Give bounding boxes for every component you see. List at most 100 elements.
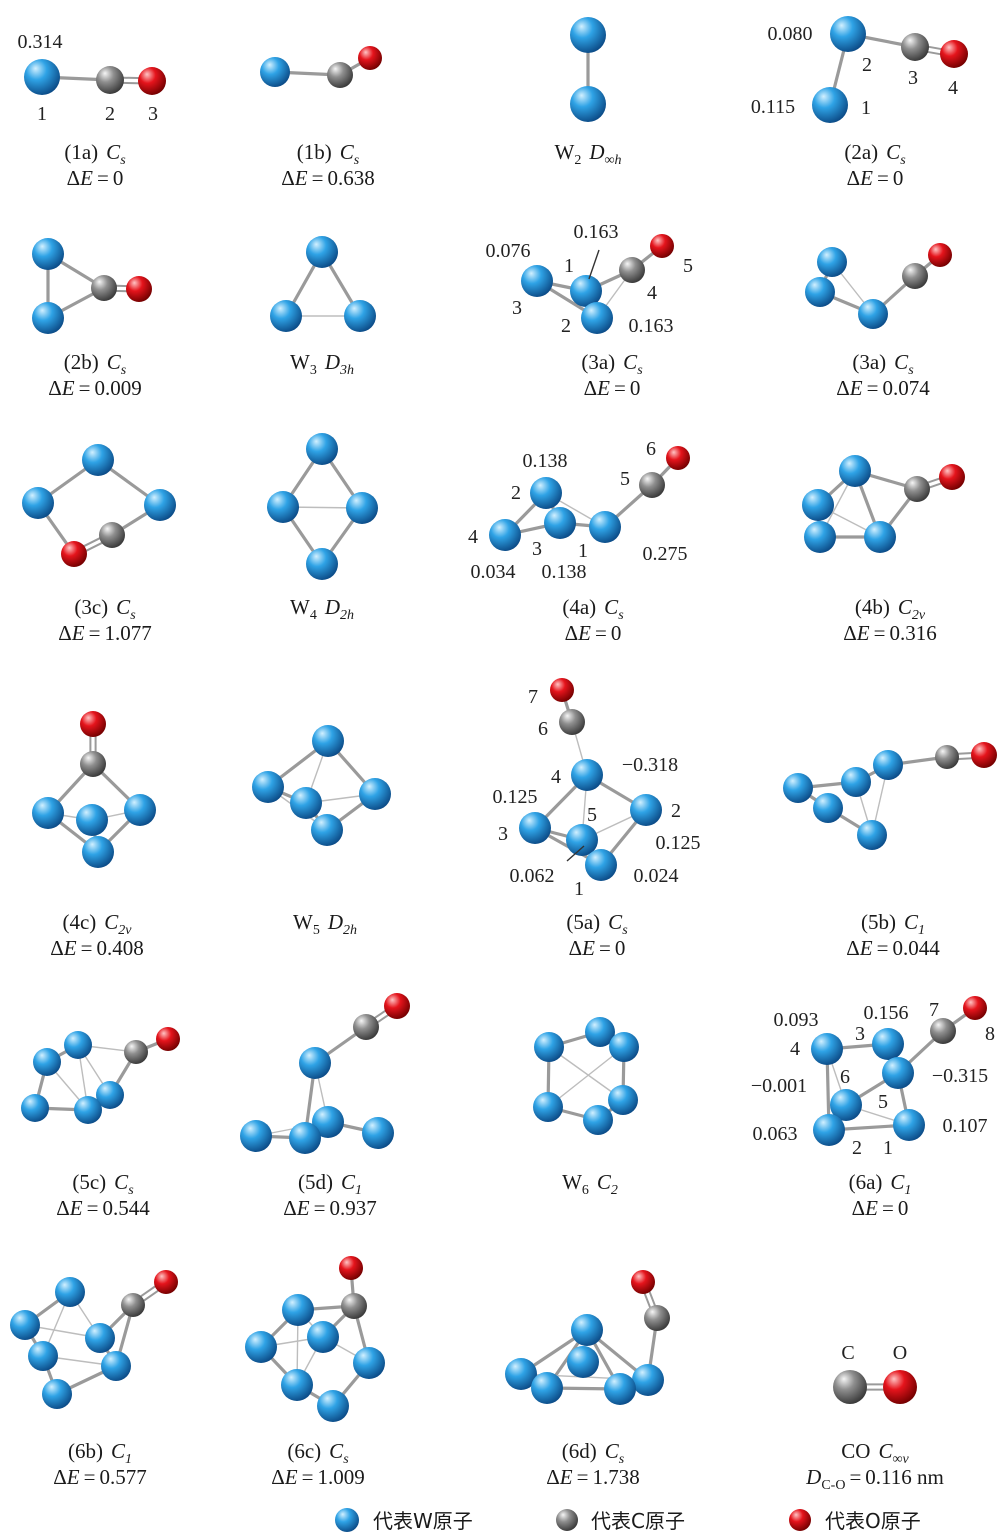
w-atom <box>282 1294 314 1326</box>
w-atom <box>74 1096 102 1124</box>
equals-sign: = <box>599 936 611 960</box>
point-group-subscript: s <box>343 1452 349 1467</box>
structure-id: (5b) <box>861 910 896 934</box>
delta-symbol: Δ <box>836 376 850 400</box>
equals-sign: = <box>312 166 324 190</box>
w-atom <box>519 812 551 844</box>
c-atom <box>80 751 106 777</box>
atom-index-label: 2 <box>561 315 571 337</box>
structure-caption: (5b) C1 <box>861 910 925 938</box>
w-atom <box>289 1122 321 1154</box>
w-atom <box>531 1372 563 1404</box>
delta-symbol: Δ <box>852 1196 866 1220</box>
point-group-subscript: 2v <box>118 923 132 938</box>
structure-id: W <box>293 910 313 934</box>
point-group-symbol: C <box>898 595 913 619</box>
atom-index-label: 6 <box>840 1066 850 1088</box>
atom-index-label: 6 <box>538 718 548 740</box>
w-atom <box>317 1390 349 1422</box>
w-atom <box>22 487 54 519</box>
charge-label: 0.163 <box>629 315 674 337</box>
structure-caption: W6 C2 <box>562 1170 618 1198</box>
energy-caption: ΔE = 0.577 <box>53 1465 146 1489</box>
w-atom <box>124 794 156 826</box>
legend-c-atom-icon <box>556 1509 578 1531</box>
atom-index-label: 8 <box>985 1023 995 1045</box>
relative-energy-value: 0 <box>611 621 622 645</box>
w-atom <box>858 299 888 329</box>
structure-id: (2b) <box>64 350 99 374</box>
structure-co: C OCO C∞vDC-O = 0.116 nm <box>805 1342 944 1493</box>
w-atom <box>353 1347 385 1379</box>
w-atom <box>841 767 871 797</box>
point-group-symbol: C <box>605 1439 620 1463</box>
structure-id: (6a) <box>849 1170 883 1194</box>
structure-caption: W5 D2h <box>293 910 357 938</box>
w-atom <box>544 507 576 539</box>
w-atom <box>306 548 338 580</box>
w-atom <box>362 1117 394 1149</box>
structure-id: W <box>555 140 575 164</box>
legend: 代表W原子 代表C原子 代表O原子 <box>335 1508 921 1533</box>
structure-id: (2a) <box>844 140 878 164</box>
atom-index-label: 3 <box>855 1023 865 1045</box>
leader-line <box>588 249 600 280</box>
point-group-symbol: C <box>340 140 355 164</box>
equals-sign: = <box>882 1196 894 1220</box>
structure-id: W <box>562 1170 582 1194</box>
w-atom <box>346 492 378 524</box>
energy-caption: ΔE = 0.044 <box>846 936 940 960</box>
bond-length-subscript: C-O <box>821 1478 845 1493</box>
atom-index-label: 4 <box>551 766 561 788</box>
atom-index-label: 4 <box>790 1038 800 1060</box>
structure-id: (6b) <box>68 1439 103 1463</box>
w-atom <box>813 793 843 823</box>
w-atom <box>802 489 834 521</box>
point-group-symbol: C <box>623 350 638 374</box>
charge-label: −0.001 <box>751 1075 807 1097</box>
charge-label: 0.024 <box>634 865 679 887</box>
relative-energy-value: 0.044 <box>892 936 940 960</box>
point-group-symbol: C <box>608 910 623 934</box>
energy-variable: E <box>859 166 873 190</box>
structure-caption: W3 D3h <box>290 350 354 378</box>
point-group-subscript: 1 <box>125 1452 132 1467</box>
atom-index-label: 5 <box>587 804 597 826</box>
structure-id: (3c) <box>74 595 108 619</box>
structure-id: (4a) <box>562 595 596 619</box>
structure-id: (3a) <box>852 350 886 374</box>
delta-symbol: Δ <box>846 936 860 960</box>
equals-sign: = <box>79 376 91 400</box>
structure-caption: (6a) C1 <box>849 1170 912 1198</box>
legend-c-label: 代表C原子 <box>591 1509 685 1533</box>
point-group-subscript: 1 <box>355 1183 362 1198</box>
w-atom <box>21 1094 49 1122</box>
w-atom <box>804 521 836 553</box>
structure-caption: W4 D2h <box>290 595 354 623</box>
energy-variable: E <box>559 1465 573 1489</box>
equals-sign: = <box>87 1196 99 1220</box>
w-atom <box>505 1358 537 1390</box>
delta-symbol: Δ <box>50 936 64 960</box>
equals-sign: = <box>874 621 886 645</box>
w-atom <box>570 275 602 307</box>
c-atom <box>619 257 645 283</box>
relative-energy-value: 0.009 <box>94 376 141 400</box>
atom-index-label: 7 <box>528 686 538 708</box>
structure-id-subscript: 5 <box>313 923 320 938</box>
relative-energy-value: 1.077 <box>104 621 151 645</box>
structure-caption: (3c) Cs <box>74 595 136 623</box>
c-atom <box>904 476 930 502</box>
energy-variable: E <box>284 1465 298 1489</box>
w-atom <box>534 1032 564 1062</box>
w-atom <box>589 511 621 543</box>
structure-caption: (5d) C1 <box>298 1170 362 1198</box>
point-group-subscript: s <box>622 923 628 938</box>
energy-variable: E <box>577 621 591 645</box>
w-atom <box>245 1331 277 1363</box>
w-atom <box>24 59 60 95</box>
w-atom <box>604 1373 636 1405</box>
charge-label: 0.138 <box>542 561 587 583</box>
